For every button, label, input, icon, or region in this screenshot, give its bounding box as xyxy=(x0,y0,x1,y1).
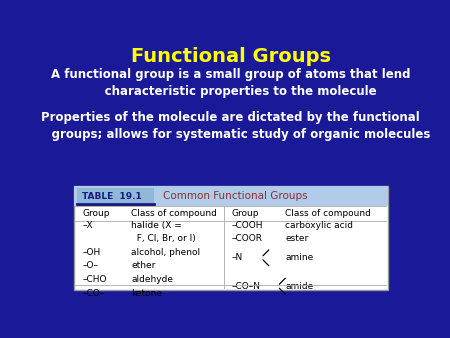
Text: amide: amide xyxy=(285,282,314,291)
Text: –OH: –OH xyxy=(82,248,101,257)
Text: Group: Group xyxy=(82,209,110,218)
Text: Common Functional Groups: Common Functional Groups xyxy=(162,191,307,201)
Text: –O–: –O– xyxy=(82,262,99,270)
FancyBboxPatch shape xyxy=(74,186,387,206)
Text: –CO–: –CO– xyxy=(82,289,105,297)
Text: ester: ester xyxy=(285,234,309,243)
Text: –N: –N xyxy=(231,253,243,262)
Text: ether: ether xyxy=(131,262,156,270)
Text: –COOR: –COOR xyxy=(231,234,262,243)
Text: amine: amine xyxy=(285,253,314,262)
Text: Class of compound: Class of compound xyxy=(285,209,371,218)
Text: –COOH: –COOH xyxy=(231,221,263,230)
Text: Properties of the molecule are dictated by the functional
     groups; allows fo: Properties of the molecule are dictated … xyxy=(31,111,430,141)
Text: carboxylic acid: carboxylic acid xyxy=(285,221,353,230)
FancyBboxPatch shape xyxy=(74,186,387,290)
Text: –X: –X xyxy=(82,221,93,230)
Text: F, Cl, Br, or I): F, Cl, Br, or I) xyxy=(131,234,196,243)
Text: Functional Groups: Functional Groups xyxy=(130,47,331,66)
Text: –CHO: –CHO xyxy=(82,275,107,284)
Text: halide (X =: halide (X = xyxy=(131,221,182,230)
Text: A functional group is a small group of atoms that lend
     characteristic prope: A functional group is a small group of a… xyxy=(51,68,410,98)
Text: TABLE  19.1: TABLE 19.1 xyxy=(82,192,142,200)
Text: –CO–N: –CO–N xyxy=(231,282,260,291)
Text: Group: Group xyxy=(231,209,259,218)
Text: alcohol, phenol: alcohol, phenol xyxy=(131,248,200,257)
Text: aldehyde: aldehyde xyxy=(131,275,173,284)
FancyBboxPatch shape xyxy=(77,188,154,203)
Text: ketone: ketone xyxy=(131,289,162,297)
Text: Class of compound: Class of compound xyxy=(131,209,217,218)
